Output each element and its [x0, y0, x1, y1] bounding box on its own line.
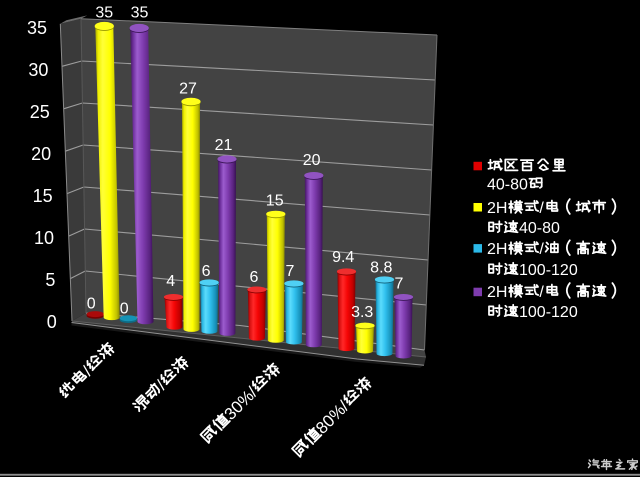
svg-text:6: 6 [202, 263, 211, 280]
svg-text:0: 0 [120, 300, 129, 317]
svg-text:30: 30 [28, 60, 48, 80]
svg-text:/: / [539, 284, 544, 301]
svg-text:20: 20 [303, 152, 321, 169]
svg-text:35: 35 [131, 5, 149, 22]
svg-text:7: 7 [395, 276, 404, 293]
svg-text:15: 15 [266, 193, 284, 210]
svg-text:/: / [539, 241, 544, 258]
svg-text:8.8: 8.8 [370, 259, 392, 276]
svg-text:10: 10 [34, 228, 54, 248]
svg-text:6: 6 [249, 269, 258, 286]
svg-text:0: 0 [87, 295, 96, 312]
svg-text:4: 4 [166, 273, 175, 290]
svg-text:27: 27 [179, 81, 197, 98]
svg-text:15: 15 [33, 186, 53, 206]
svg-text:100-120: 100-120 [519, 304, 578, 321]
svg-text:7: 7 [285, 263, 294, 280]
svg-text:2H: 2H [487, 284, 507, 301]
svg-text:35: 35 [27, 18, 47, 38]
svg-text:25: 25 [30, 102, 50, 122]
svg-text:40-80: 40-80 [519, 220, 560, 237]
svg-text:100-120: 100-120 [519, 262, 578, 279]
svg-text:21: 21 [215, 137, 233, 154]
svg-text:/: / [539, 200, 544, 217]
svg-text:20: 20 [31, 144, 51, 164]
svg-text:35: 35 [95, 5, 113, 22]
svg-text:2H: 2H [487, 200, 507, 217]
svg-text:2H: 2H [487, 241, 507, 258]
svg-text:40-80: 40-80 [487, 176, 528, 193]
svg-text:0: 0 [47, 312, 57, 332]
svg-text:9.4: 9.4 [332, 249, 354, 266]
svg-text:5: 5 [45, 270, 55, 290]
svg-text:3.3: 3.3 [351, 304, 373, 321]
